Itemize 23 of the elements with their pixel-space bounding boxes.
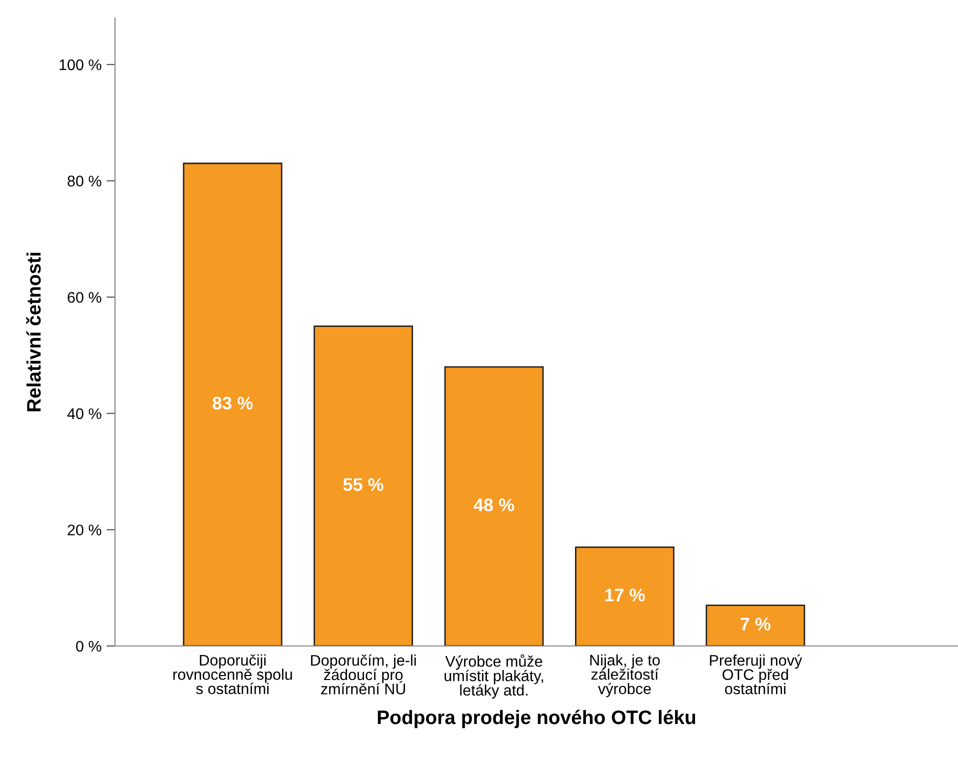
data-label: 55 %	[343, 478, 384, 491]
data-label: 48 %	[474, 498, 514, 512]
y-tick-label: 40 %	[67, 408, 102, 420]
y-axis-title: Relativní četnosti	[26, 252, 41, 412]
y-tick-label: 100 %	[60, 59, 102, 70]
bar	[575, 546, 674, 646]
bar	[182, 162, 282, 646]
y-tick-label: 0 %	[76, 640, 102, 652]
y-tick-label: 20 %	[68, 524, 102, 536]
x-axis-title: Podpora prodeje nového OTC léku	[378, 710, 696, 728]
bar	[314, 325, 414, 646]
y-tick-label: 60 %	[68, 292, 102, 303]
y-tick-label: 80 %	[68, 176, 102, 186]
x-tick-label: Nijak, je to záležitostí výrobce	[590, 654, 660, 698]
bar	[706, 604, 806, 646]
data-label: 7 %	[740, 618, 770, 630]
data-label: 17 %	[605, 588, 645, 602]
bar	[444, 366, 544, 646]
x-tick-label: Doporučím, je-li žádoucí pro zmírnění NÚ	[311, 654, 416, 694]
x-tick-label: Doporučiji rovnocenně spolu s ostatními	[173, 654, 292, 694]
x-tick-label: Výrobce může umístit plakáty, letáky atd.	[444, 654, 544, 699]
data-label: 83 %	[212, 396, 253, 410]
x-tick-label: Preferuji nový OTC před ostatními	[710, 654, 802, 694]
